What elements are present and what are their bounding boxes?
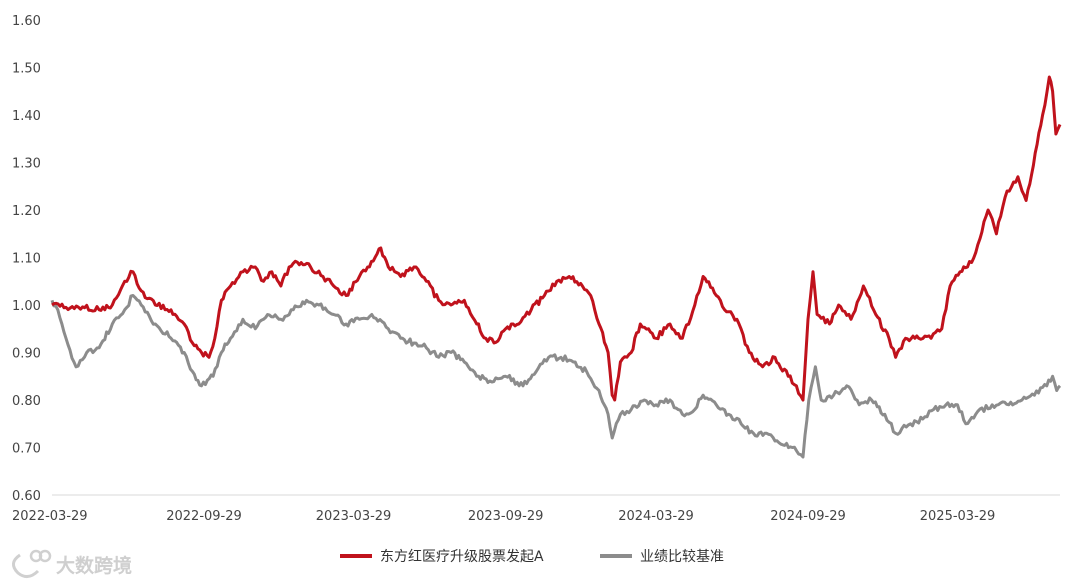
y-tick-label: 0.80 xyxy=(12,394,41,409)
x-tick-label: 2022-09-29 xyxy=(166,509,242,524)
series-line-benchmark xyxy=(50,294,1062,459)
y-tick-label: 1.40 xyxy=(12,109,41,124)
series-layer xyxy=(50,75,1062,459)
watermark: 大数跨境 xyxy=(12,549,132,578)
x-tick-label: 2024-09-29 xyxy=(770,509,846,524)
legend-label-benchmark: 业绩比较基准 xyxy=(640,548,724,565)
y-tick-label: 1.00 xyxy=(12,299,41,314)
y-tick-label: 0.90 xyxy=(12,347,41,362)
x-axis-ticks: 2022-03-29 2022-09-29 2023-03-29 2023-09-29… xyxy=(12,509,995,524)
x-tick-label: 2023-09-29 xyxy=(468,509,544,524)
legend: 东方红医疗升级股票发起A 业绩比较基准 xyxy=(340,548,724,565)
y-tick-label: 0.60 xyxy=(12,489,41,504)
y-axis-ticks: 0.60 0.70 0.80 0.90 1.00 1.10 1.20 1.30 1.40 1.50… xyxy=(12,14,41,504)
x-tick-label: 2022-03-29 xyxy=(12,509,88,524)
watermark-text: 大数跨境 xyxy=(56,554,132,577)
x-tick-label: 2024-03-29 xyxy=(618,509,694,524)
legend-label-fund: 东方红医疗升级股票发起A xyxy=(380,549,544,565)
y-tick-label: 0.70 xyxy=(12,442,41,457)
y-tick-label: 1.50 xyxy=(12,62,41,77)
y-tick-label: 1.20 xyxy=(12,204,41,219)
y-tick-label: 1.30 xyxy=(12,157,41,172)
x-tick-label: 2025-03-29 xyxy=(920,509,996,524)
watermark-logo-icon xyxy=(12,549,52,578)
series-line-fund xyxy=(51,75,1062,402)
x-tick-label: 2023-03-29 xyxy=(316,509,392,524)
y-tick-label: 1.60 xyxy=(12,14,41,29)
y-tick-label: 1.10 xyxy=(12,252,41,267)
